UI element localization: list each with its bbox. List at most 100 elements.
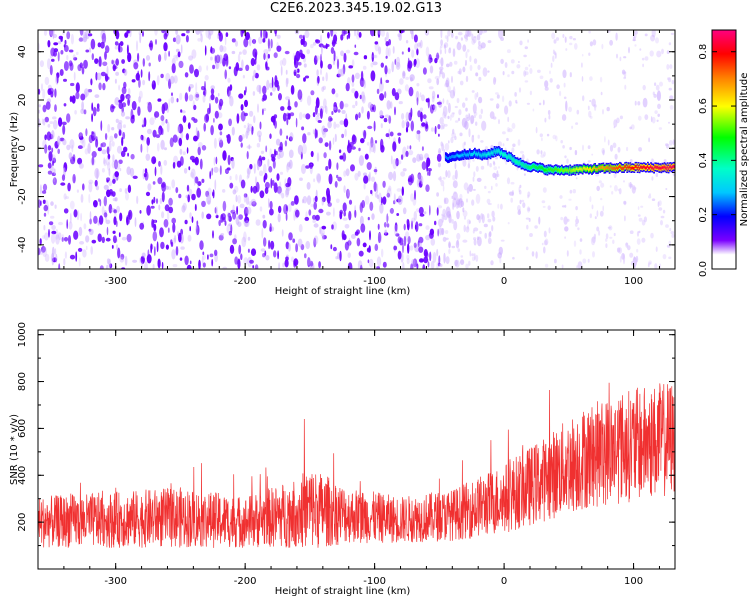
noise-speck <box>268 198 270 208</box>
noise-speck <box>614 153 618 160</box>
noise-speck <box>472 134 474 138</box>
noise-speck <box>565 100 568 112</box>
noise-speck <box>430 260 435 269</box>
heatmap-noise <box>38 30 675 269</box>
noise-speck <box>290 256 295 263</box>
noise-speck <box>529 90 533 96</box>
noise-speck <box>143 173 147 178</box>
trace-core <box>521 162 524 166</box>
noise-speck <box>280 106 285 111</box>
noise-speck <box>331 224 334 230</box>
noise-speck <box>268 239 271 250</box>
noise-speck <box>443 197 446 205</box>
noise-speck <box>589 196 592 203</box>
noise-speck <box>424 211 427 215</box>
noise-speck <box>101 236 106 244</box>
noise-speck <box>297 89 303 100</box>
noise-speck <box>471 199 475 206</box>
noise-speck <box>366 110 370 120</box>
trace-core <box>534 164 536 168</box>
noise-speck <box>384 91 387 99</box>
noise-speck <box>368 258 374 268</box>
noise-speck <box>539 75 544 80</box>
noise-speck <box>75 82 80 93</box>
noise-speck <box>83 109 87 115</box>
noise-speck <box>475 72 479 77</box>
trace-core <box>555 167 558 171</box>
noise-speck <box>600 91 603 96</box>
noise-speck <box>252 75 255 82</box>
trace-core <box>635 164 638 168</box>
noise-speck <box>276 34 281 39</box>
trace-core <box>510 155 513 159</box>
noise-speck <box>392 158 397 170</box>
noise-speck <box>106 65 109 77</box>
noise-speck <box>440 30 443 39</box>
noise-speck <box>43 225 46 231</box>
noise-speck <box>272 160 276 169</box>
noise-speck <box>112 230 116 234</box>
noise-speck <box>475 121 478 126</box>
noise-speck <box>582 95 585 102</box>
noise-speck <box>39 238 42 246</box>
noise-speck <box>285 69 288 75</box>
noise-speck <box>363 172 367 176</box>
noise-speck <box>315 214 320 221</box>
noise-speck <box>444 115 447 119</box>
noise-speck <box>448 47 451 50</box>
noise-speck <box>466 198 468 203</box>
noise-speck <box>668 140 673 146</box>
noise-speck <box>112 197 117 202</box>
noise-speck <box>123 124 126 129</box>
noise-speck <box>299 34 303 39</box>
noise-speck <box>596 226 600 232</box>
trace-core <box>501 151 503 155</box>
colorbar-tick-label: 0.0 <box>698 261 709 277</box>
noise-speck <box>582 258 587 264</box>
noise-speck <box>100 71 106 77</box>
noise-speck <box>658 127 663 130</box>
noise-speck <box>347 139 350 149</box>
noise-speck <box>42 118 46 126</box>
noise-speck <box>442 122 445 130</box>
noise-speck <box>432 105 437 109</box>
noise-speck <box>367 216 370 221</box>
noise-speck <box>191 193 196 201</box>
noise-speck <box>322 85 326 90</box>
noise-speck <box>149 117 155 126</box>
noise-speck <box>615 32 618 41</box>
noise-speck <box>526 102 531 105</box>
noise-speck <box>593 233 597 240</box>
noise-speck <box>641 237 646 243</box>
noise-speck <box>642 97 648 108</box>
noise-speck <box>171 179 176 189</box>
noise-speck <box>575 218 579 224</box>
noise-speck <box>181 110 186 114</box>
noise-speck <box>440 57 444 67</box>
trace-core <box>533 164 535 168</box>
noise-speck <box>579 238 583 242</box>
noise-speck <box>148 62 151 67</box>
noise-speck <box>264 181 270 189</box>
noise-speck <box>119 41 124 47</box>
noise-speck <box>644 114 649 120</box>
trace-core <box>496 149 499 153</box>
noise-speck <box>253 163 256 174</box>
noise-speck <box>490 260 494 266</box>
noise-speck <box>226 58 229 66</box>
noise-speck <box>564 236 566 240</box>
noise-speck <box>104 73 109 82</box>
noise-speck <box>155 198 159 204</box>
noise-speck <box>361 94 366 104</box>
noise-speck <box>648 260 652 265</box>
noise-speck <box>469 250 472 257</box>
bottom-xlabel: Height of straight line (km) <box>275 586 411 597</box>
noise-speck <box>247 236 251 241</box>
noise-speck <box>260 150 265 154</box>
trace-core <box>572 169 575 172</box>
noise-speck <box>496 103 500 109</box>
trace-core <box>457 154 460 158</box>
noise-speck <box>296 68 300 73</box>
noise-speck <box>532 108 535 112</box>
noise-speck <box>511 70 515 75</box>
